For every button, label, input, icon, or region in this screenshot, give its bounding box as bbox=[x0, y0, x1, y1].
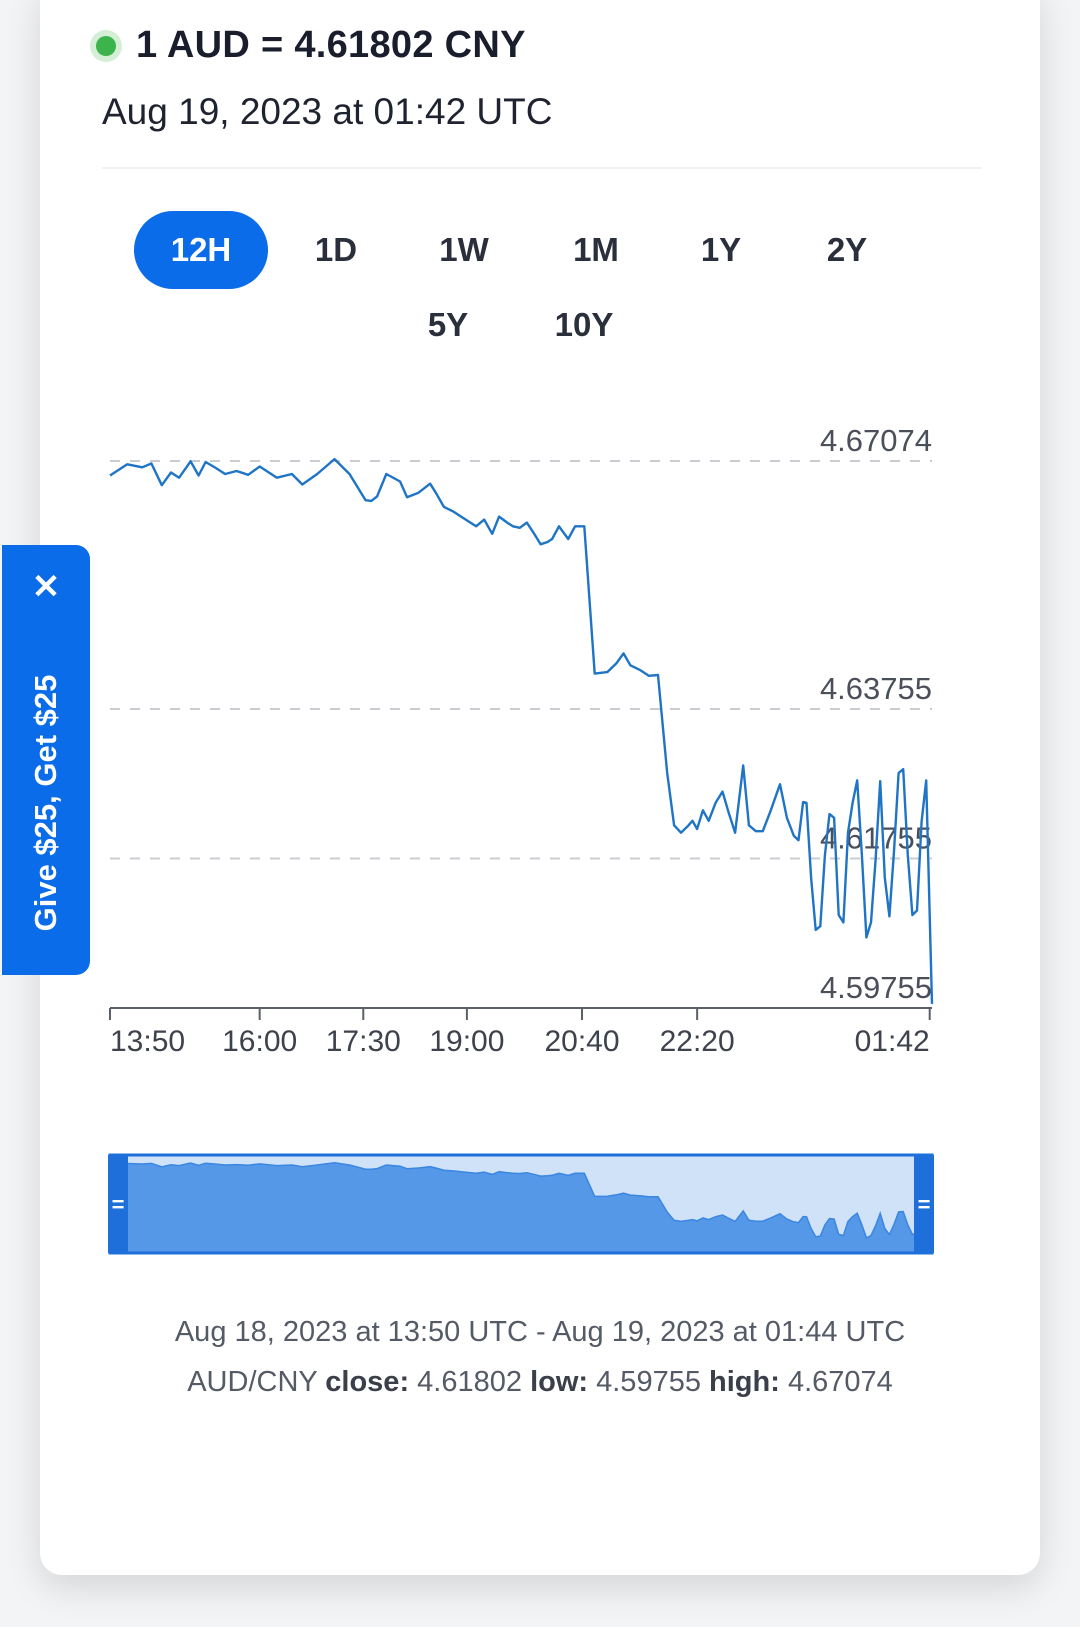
x-tick-label: 19:00 bbox=[429, 1025, 504, 1058]
y-tick-label: 4.63755 bbox=[820, 671, 932, 706]
x-tick-label: 22:20 bbox=[660, 1025, 735, 1058]
referral-promo-tab[interactable]: ✕ Give $25, Get $25 bbox=[2, 545, 90, 975]
low-value: 4.59755 bbox=[596, 1366, 701, 1398]
currency-card: 1 AUD = 4.61802 CNY Aug 19, 2023 at 01:4… bbox=[40, 0, 1040, 1575]
x-tick-label: 01:42 bbox=[855, 1025, 930, 1058]
x-tick-label: 17:30 bbox=[326, 1025, 401, 1058]
high-value: 4.67074 bbox=[788, 1366, 893, 1398]
close-label: close: bbox=[325, 1366, 409, 1398]
low-label: low: bbox=[530, 1366, 588, 1398]
y-tick-label: 4.67074 bbox=[820, 423, 932, 458]
close-value: 4.61802 bbox=[417, 1366, 522, 1398]
close-icon[interactable]: ✕ bbox=[32, 567, 61, 607]
grip-icon: = bbox=[112, 1192, 125, 1217]
rate-summary: AUD/CNY close: 4.61802 low: 4.59755 high… bbox=[40, 1366, 1040, 1399]
high-label: high: bbox=[709, 1366, 780, 1398]
rate-series-line bbox=[110, 459, 932, 1004]
pair-label: AUD/CNY bbox=[187, 1366, 317, 1398]
promo-text: Give $25, Get $25 bbox=[28, 675, 64, 932]
date-range-text: Aug 18, 2023 at 13:50 UTC - Aug 19, 2023… bbox=[40, 1316, 1040, 1349]
x-tick-label: 13:50 bbox=[110, 1025, 185, 1058]
x-tick-label: 16:00 bbox=[222, 1025, 297, 1058]
y-tick-label: 4.59755 bbox=[820, 970, 932, 1005]
grip-icon: = bbox=[918, 1192, 931, 1217]
x-tick-label: 20:40 bbox=[544, 1025, 619, 1058]
